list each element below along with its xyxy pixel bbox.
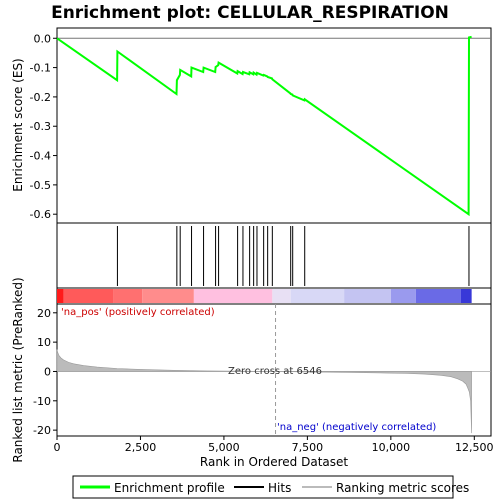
heatmap-band bbox=[113, 289, 143, 303]
legend-label-hits: Hits bbox=[268, 481, 291, 495]
x-axis: 0 2,500 5,000 7,500 10,000 12,500 bbox=[54, 436, 494, 454]
es-y-tick-label: -0.2 bbox=[30, 91, 51, 104]
enrichment-profile-line bbox=[56, 35, 472, 217]
zero-cross-label: Zero cross at 6546 bbox=[228, 366, 322, 377]
positive-correlation-label: 'na_pos' (positively correlated) bbox=[61, 307, 215, 318]
legend: Enrichment profile Hits Ranking metric s… bbox=[72, 475, 469, 499]
heatmap-band bbox=[415, 289, 461, 303]
heatmap-band bbox=[390, 289, 416, 303]
metric-y-tick-label: -10 bbox=[33, 395, 51, 408]
es-y-tick-label: 0.0 bbox=[34, 32, 52, 45]
legend-label-ranking-metric: Ranking metric scores bbox=[336, 481, 469, 495]
heatmap-band bbox=[193, 289, 273, 303]
x-tick-label: 7,500 bbox=[292, 441, 324, 454]
es-y-tick-label: -0.1 bbox=[30, 62, 51, 75]
x-tick-label: 2,500 bbox=[125, 441, 157, 454]
heatmap-band bbox=[57, 289, 64, 303]
x-tick-label: 10,000 bbox=[372, 441, 411, 454]
metric-y-tick-label: 20 bbox=[37, 307, 51, 320]
es-y-axis-label: Enrichment score (ES) bbox=[11, 58, 25, 191]
x-tick-label: 0 bbox=[54, 441, 61, 454]
metric-y-tick-label: -20 bbox=[33, 424, 51, 437]
hit-marks bbox=[116, 226, 470, 286]
es-y-tick-label: -0.3 bbox=[30, 120, 51, 133]
metric-y-tick-label: 10 bbox=[37, 336, 51, 349]
negative-correlation-label: 'na_neg' (negatively correlated) bbox=[277, 422, 436, 433]
x-axis-label: Rank in Ordered Dataset bbox=[200, 455, 348, 469]
heatmap-band bbox=[272, 289, 291, 303]
heatmap-band bbox=[63, 289, 114, 303]
x-tick-label: 5,000 bbox=[208, 441, 240, 454]
es-y-tick-label: -0.4 bbox=[30, 150, 51, 163]
heatmap-band bbox=[290, 289, 345, 303]
enrichment-panel-frame bbox=[56, 27, 492, 224]
ranked-metric-area bbox=[56, 304, 491, 436]
es-y-axis: 0.0 -0.1 -0.2 -0.3 -0.4 -0.5 -0.6 bbox=[30, 32, 57, 221]
metric-y-axis-label: Ranked list metric (PreRanked) bbox=[11, 277, 25, 462]
heatmap-band bbox=[344, 289, 391, 303]
rank-heatmap-bar bbox=[57, 289, 472, 303]
enrichment-profile-series bbox=[56, 35, 472, 217]
hits-panel-frame bbox=[56, 222, 492, 289]
es-y-tick-label: -0.5 bbox=[30, 179, 51, 192]
metric-y-tick-label: 0 bbox=[44, 365, 51, 378]
heatmap-band bbox=[460, 289, 472, 303]
legend-label-enrichment-profile: Enrichment profile bbox=[114, 481, 225, 495]
ranking-metric-area bbox=[56, 349, 472, 434]
heatmap-band bbox=[142, 289, 194, 303]
chart-title: Enrichment plot: CELLULAR_RESPIRATION bbox=[51, 3, 449, 23]
x-tick-label: 12,500 bbox=[455, 441, 494, 454]
es-y-tick-label: -0.6 bbox=[30, 208, 51, 221]
metric-y-axis: 20 10 0 -10 -20 bbox=[33, 307, 57, 437]
